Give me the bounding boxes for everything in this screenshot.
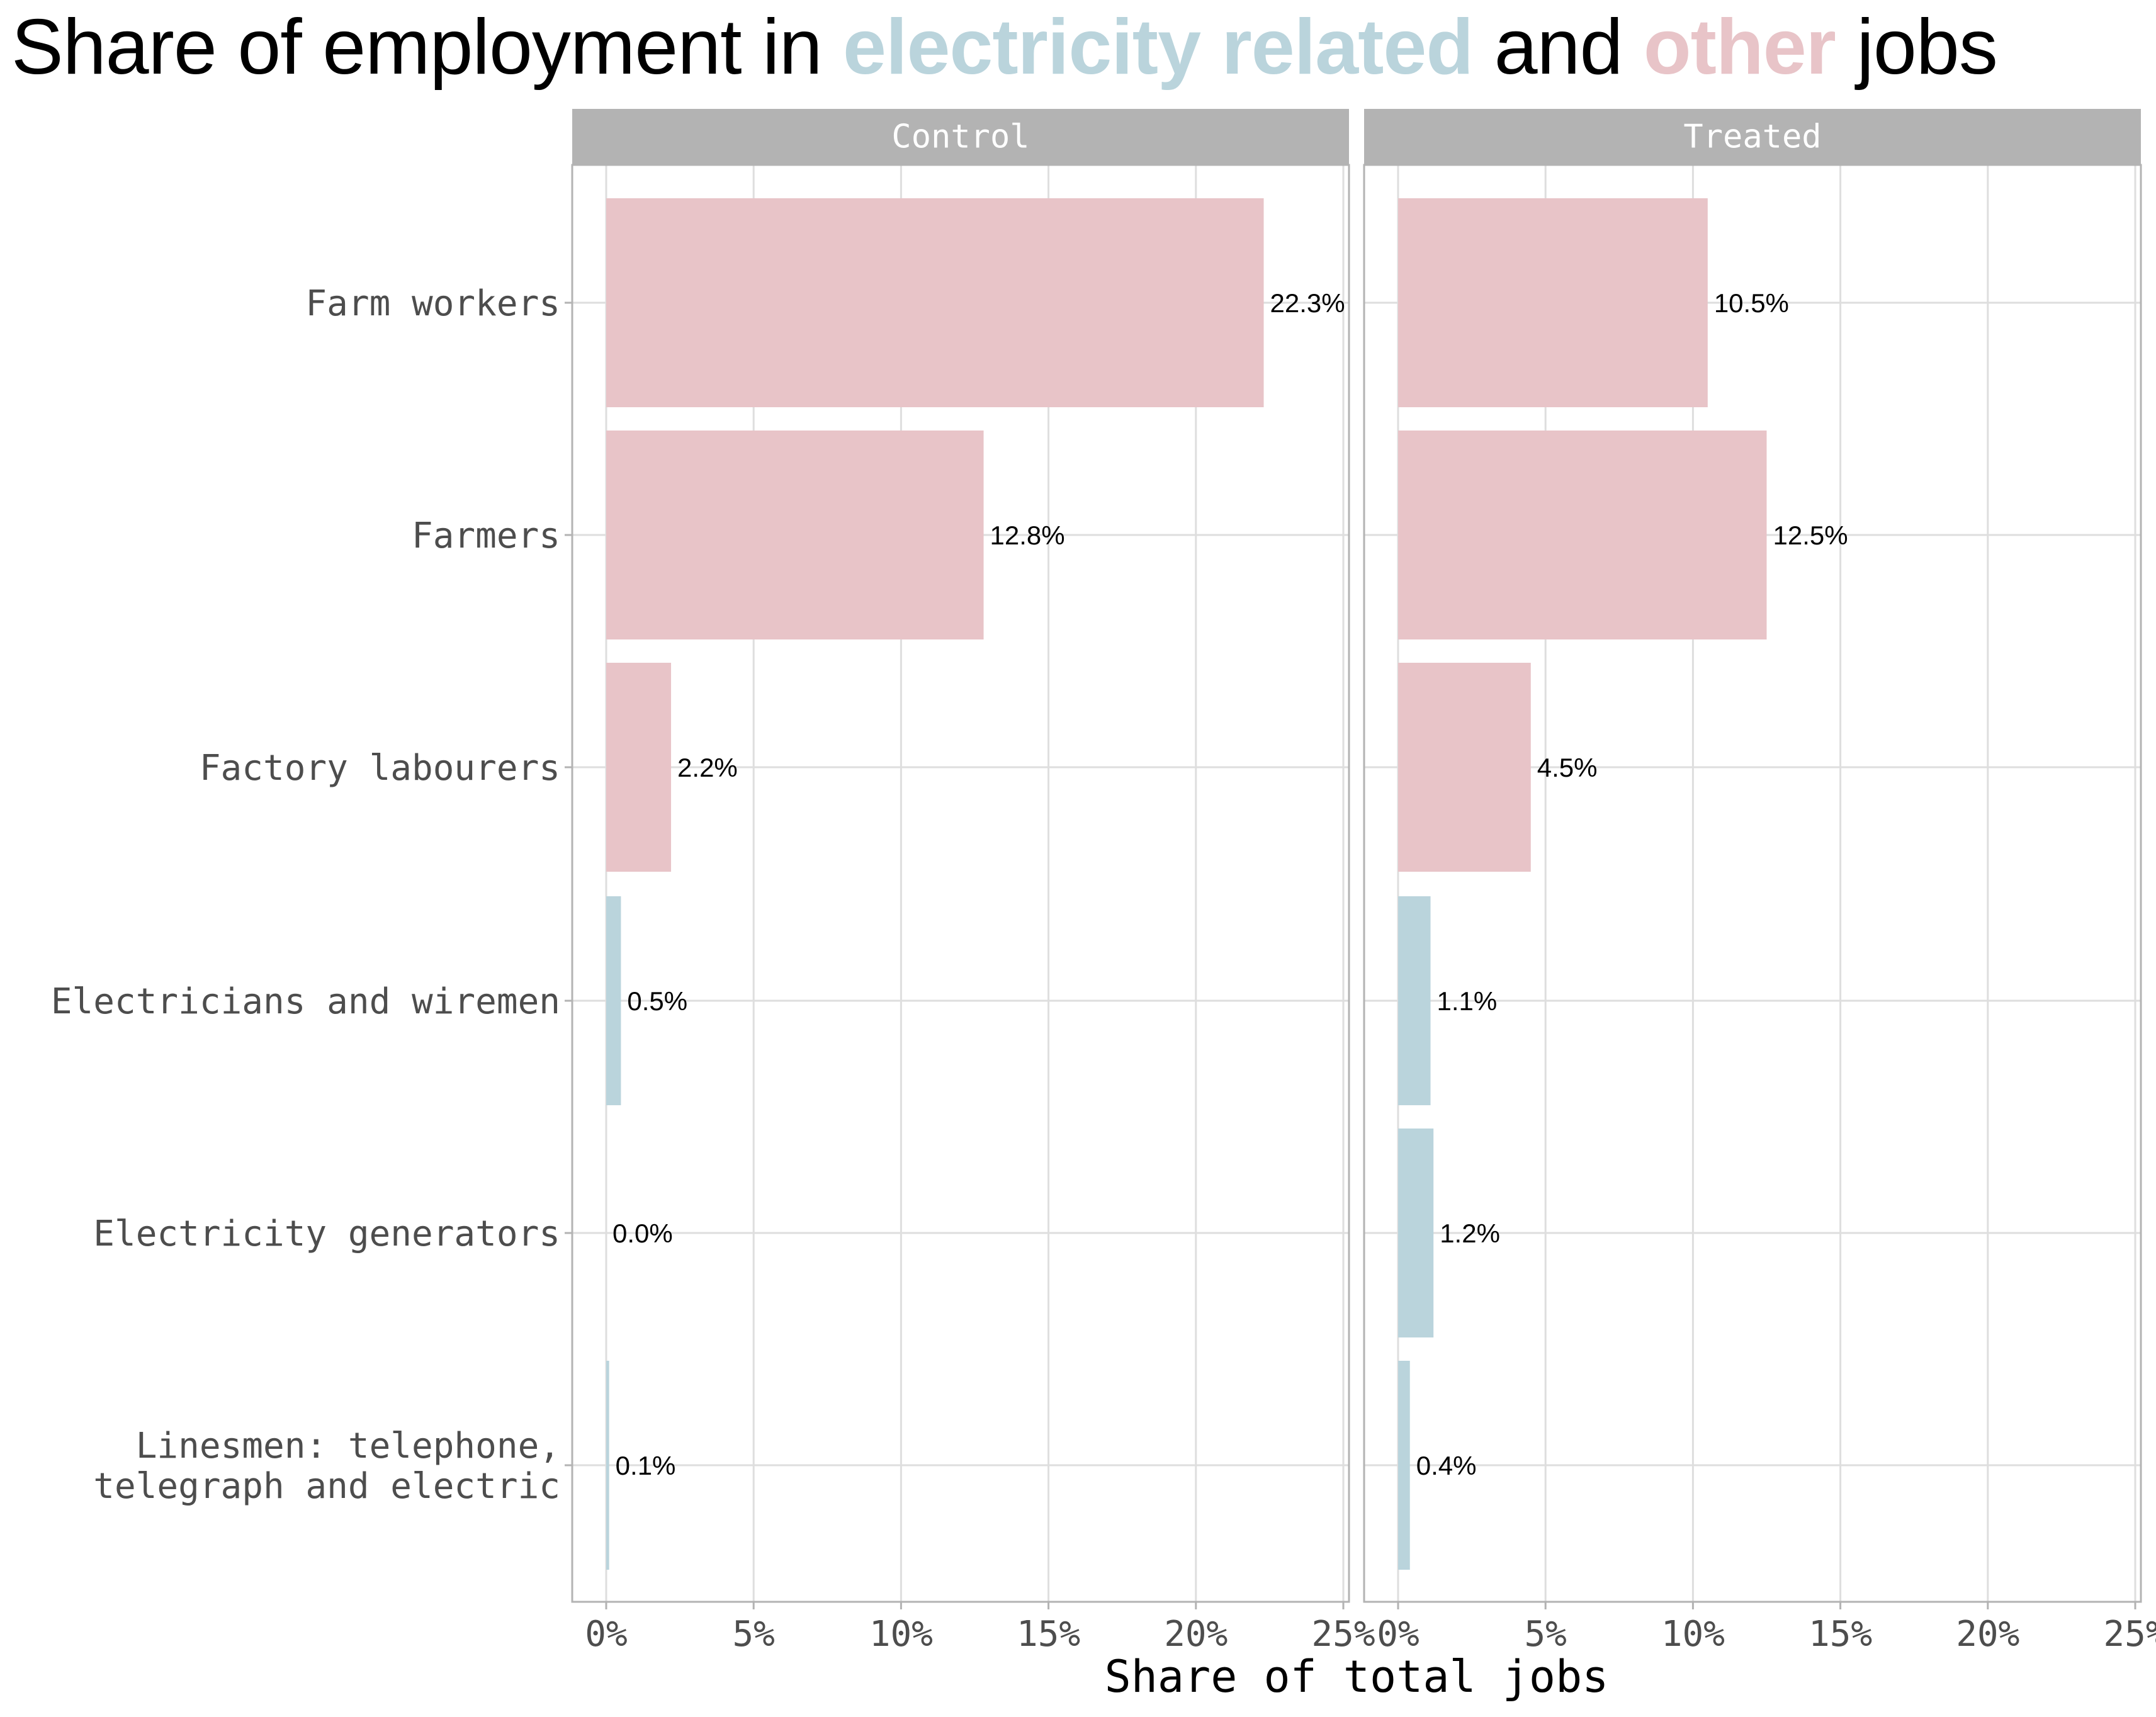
bar <box>1398 1361 1410 1570</box>
panel-border <box>571 164 1350 1603</box>
x-tick-label: 20% <box>1956 1614 2019 1655</box>
bar <box>1398 1129 1434 1337</box>
x-axis-title: Share of total jobs <box>1105 1651 1609 1703</box>
y-tick-label: Electricians and wiremen <box>51 981 560 1022</box>
x-tick-label: 10% <box>869 1614 933 1655</box>
y-tick-label: Factory labourers <box>200 748 560 789</box>
data-label: 0.5% <box>627 986 687 1016</box>
data-label: 0.1% <box>616 1451 676 1480</box>
data-label: 1.1% <box>1437 986 1498 1016</box>
data-label: 1.2% <box>1440 1219 1500 1248</box>
bar <box>1398 663 1531 872</box>
facet-strip <box>572 109 1349 165</box>
title-part-3: other <box>1643 4 1836 91</box>
bar <box>1398 198 1708 407</box>
chart-title: Share of employment in electricity relat… <box>11 0 1998 94</box>
bar <box>606 1361 609 1570</box>
x-tick-label: 5% <box>1524 1614 1566 1655</box>
bar <box>606 663 672 872</box>
data-label: 10.5% <box>1714 288 1789 318</box>
x-tick-label: 0% <box>1377 1614 1419 1655</box>
bar <box>606 896 621 1105</box>
data-label: 0.0% <box>612 1219 673 1248</box>
data-label: 12.5% <box>1773 521 1848 550</box>
x-tick-label: 20% <box>1164 1614 1228 1655</box>
panel-control: Control 22.3% 12.8% 2.2% 0.5% 0.0% 0.1% 0% 5% 10%… <box>571 109 1375 1655</box>
x-tick-label: 10% <box>1661 1614 1725 1655</box>
y-axis: Farm workers Farmers Factory labourers Elec… <box>51 283 572 1507</box>
bar <box>1398 896 1431 1105</box>
bars-group: 22.3% 12.8% 2.2% 0.5% 0.0% 0.1% <box>606 198 1345 1570</box>
facet-strip-label: Treated <box>1683 118 1821 156</box>
x-tick-label: 25% <box>2103 1614 2156 1655</box>
x-tick-label: 5% <box>732 1614 774 1655</box>
title-part-1: electricity related <box>843 4 1474 91</box>
bar <box>606 198 1264 407</box>
data-label: 4.5% <box>1537 753 1598 782</box>
panel-treated: Treated 10.5% 12.5% 4.5% 1.1% 1.2% 0.4% 0% 5% 10%… <box>1363 109 2156 1655</box>
bars-group: 10.5% 12.5% 4.5% 1.1% 1.2% 0.4% <box>1398 198 1848 1570</box>
facet-strip-label: Control <box>891 118 1029 156</box>
facet-strip <box>1364 109 2141 165</box>
data-label: 0.4% <box>1416 1451 1477 1480</box>
x-tick-label: 15% <box>1809 1614 1872 1655</box>
title-part-2: and <box>1473 4 1644 91</box>
title-part-4: jobs <box>1835 4 1997 91</box>
data-label: 22.3% <box>1270 288 1345 318</box>
data-label: 2.2% <box>677 753 738 782</box>
title-part-0: Share of employment in <box>11 4 844 91</box>
data-label: 12.8% <box>990 521 1065 550</box>
panel-border <box>1363 164 2142 1603</box>
x-tick-label: 15% <box>1017 1614 1080 1655</box>
y-tick-label: Linesmen: telephone, <box>136 1426 560 1466</box>
bar <box>1398 431 1767 639</box>
y-tick-label: Farmers <box>412 515 560 556</box>
bar <box>606 431 984 639</box>
x-tick-label: 25% <box>1311 1614 1375 1655</box>
y-tick-label: telegraph and electric <box>93 1466 560 1507</box>
x-tick-label: 0% <box>585 1614 627 1655</box>
y-tick-label: Farm workers <box>305 283 560 324</box>
y-tick-label: Electricity generators <box>93 1213 560 1254</box>
